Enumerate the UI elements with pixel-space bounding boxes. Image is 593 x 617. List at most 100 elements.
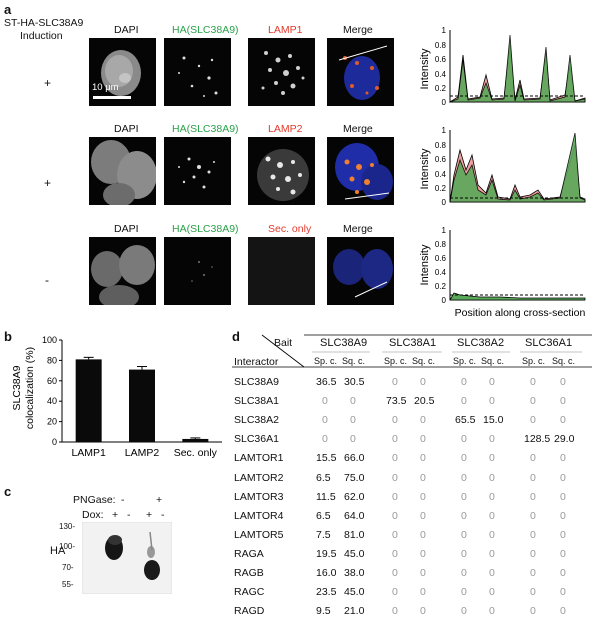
x-tick-label: Sec. only [174, 447, 218, 459]
table-cell: 0 [461, 509, 467, 522]
chart-ylabel-2: colocalization (%) [24, 347, 36, 429]
p3-tick-0: 0 [442, 296, 447, 305]
table-cell: 0 [530, 471, 536, 484]
scale-bar-label: 10 μm [92, 82, 119, 93]
table-cell: 0 [461, 376, 467, 388]
row3-header-ha: HA(SLC38A9) [172, 223, 239, 235]
table-cell: 0 [530, 605, 536, 617]
row1-header-ha: HA(SLC38A9) [172, 24, 239, 36]
table-cell: 21.0 [344, 605, 365, 617]
intensity-profiles: Intensity 1 0.8 0.6 0.4 0.2 0 Intensity … [420, 26, 586, 319]
subheader-sp-c: Sp. c. [522, 356, 546, 366]
p3-tick-0.2: 0.2 [435, 282, 447, 291]
bar-lamp2 [129, 369, 155, 442]
table-cell: 0 [322, 395, 328, 408]
table-cell: 0 [392, 452, 398, 465]
table-cell: 0 [489, 547, 495, 560]
table-cell: 15.5 [316, 452, 337, 465]
subheader-sq-c: Sq. c. [481, 356, 505, 366]
table-cell: 36.5 [316, 376, 337, 388]
table-cell: 0 [560, 528, 566, 541]
table-cell: 0 [560, 452, 566, 465]
table-cell: 0 [461, 471, 467, 484]
table-cell: 0 [489, 528, 495, 541]
p1-tick-0.2: 0.2 [435, 84, 447, 93]
table-cell: 0 [530, 376, 536, 388]
table-cell: 0 [560, 376, 566, 388]
p2-tick-0.6: 0.6 [435, 155, 447, 164]
dox-sign-1: + [112, 509, 119, 521]
table-row-name: SLC38A9 [234, 376, 279, 388]
table-cell: 0 [560, 605, 566, 617]
x-tick-label: LAMP1 [71, 447, 106, 459]
table-cell: 64.0 [344, 509, 365, 522]
table-cell: 7.5 [316, 528, 331, 541]
pngase-sign-1: - [121, 494, 125, 506]
table-cell: 0 [489, 567, 495, 579]
row3-header-merge: Merge [343, 223, 373, 235]
table-cell: 9.5 [316, 605, 331, 617]
p1-tick-1: 1 [442, 26, 447, 35]
table-cell: 66.0 [344, 452, 365, 465]
y-tick-label: 40 [47, 396, 57, 406]
blot-label: HA [50, 545, 66, 557]
table-cell: 0 [420, 528, 426, 541]
micrograph-row2-lamp2 [248, 137, 315, 205]
row3-header-dapi: DAPI [114, 223, 139, 235]
table-cell: 30.5 [344, 376, 365, 388]
p3-tick-0.8: 0.8 [435, 240, 447, 249]
table-cell: 0 [392, 528, 398, 541]
marker-100: 100- [59, 542, 76, 551]
table-cell: 0 [489, 586, 495, 599]
table-row-name: RAGD [234, 605, 265, 617]
table-cell: 0 [530, 490, 536, 503]
table-cell: 0 [322, 433, 328, 446]
table-header-lines [232, 334, 592, 368]
panel-b-label: b [4, 329, 12, 344]
chart-ylabel-1: SLC38A9 [11, 365, 23, 410]
table-cell: 0 [489, 605, 495, 617]
micrograph-row2-dapi [89, 137, 156, 205]
table-cell: 0 [560, 586, 566, 599]
subheader-sq-c: Sq. c. [342, 356, 366, 366]
table-row-name: LAMTOR2 [234, 471, 284, 484]
row2-header-lamp2: LAMP2 [268, 123, 303, 135]
row2-header-merge: Merge [343, 123, 373, 135]
table-cell: 0 [420, 376, 426, 388]
row2-header-ha: HA(SLC38A9) [172, 123, 239, 135]
table-row-name: RAGB [234, 567, 264, 579]
table-row-name: SLC38A2 [234, 414, 279, 427]
table-cell: 0 [560, 567, 566, 579]
table-cell: 0 [350, 433, 356, 446]
table-cell: 23.5 [316, 586, 337, 599]
table-cell: 0 [420, 567, 426, 579]
micrograph-row3-dapi [89, 237, 156, 305]
micrograph-row1-dapi: 10 μm [89, 38, 156, 106]
interactor-table: Bait Interactor SLC38A9 SLC38A1 SLC38A2 … [232, 332, 592, 617]
table-cell: 38.0 [344, 567, 365, 579]
row1-induction-sign: + [44, 76, 52, 90]
table-cell: 0 [489, 376, 495, 388]
row3-induction-sign: - [45, 273, 49, 287]
table-cell: 0 [392, 414, 398, 427]
table-cell: 0 [392, 376, 398, 388]
table-cell: 0 [530, 414, 536, 427]
micrograph-row2-merge [327, 137, 394, 205]
scale-bar [93, 96, 131, 99]
table-cell: 0 [420, 490, 426, 503]
table-row-name: SLC38A1 [234, 395, 279, 408]
table-cell: 11.5 [316, 490, 336, 503]
panel-c-label: c [4, 484, 12, 499]
table-cell: 0 [322, 414, 328, 427]
y-tick-label: 80 [47, 355, 57, 365]
table-cell: 0 [392, 433, 398, 446]
table-cell: 0 [530, 586, 536, 599]
intensity-plot-sec-only: Intensity 1 0.8 0.6 0.4 0.2 0 Position a… [420, 226, 586, 319]
p3-tick-0.6: 0.6 [435, 254, 447, 263]
table-cell: 0 [530, 528, 536, 541]
y-tick-label: 100 [42, 335, 57, 345]
y-tick-label: 20 [47, 417, 57, 427]
micrograph-row1-ha [164, 38, 231, 106]
table-cell: 0 [560, 414, 566, 427]
table-cell: 0 [461, 452, 467, 465]
